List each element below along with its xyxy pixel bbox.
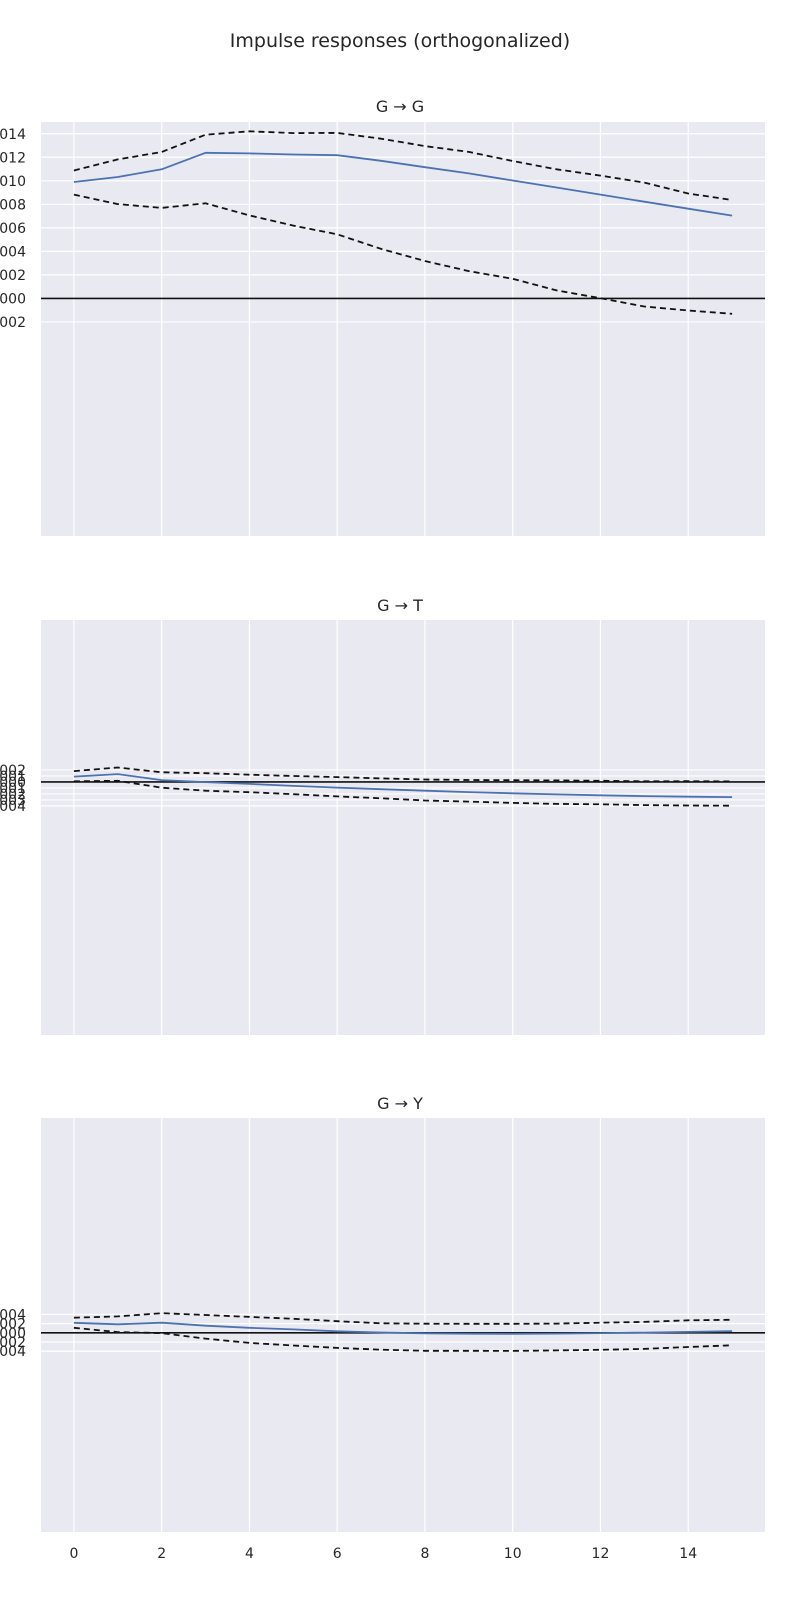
series-line-response (73, 151, 733, 217)
figure-title: Impulse responses (orthogonalized) (230, 30, 570, 52)
x-tick-label: 14 (679, 1546, 697, 1562)
x-tick-label: 10 (504, 1546, 522, 1562)
x-tick-label: 4 (245, 1546, 254, 1562)
series-line-lower-band (73, 1326, 733, 1352)
y-tick-label: .006 (0, 221, 26, 237)
panel-background (41, 1118, 765, 1532)
panel-background (41, 620, 765, 1035)
x-tick-label: 8 (420, 1546, 429, 1562)
y-tick-label: .008 (0, 197, 26, 213)
x-tick-label: 2 (157, 1546, 166, 1562)
y-tick-label: .002 (0, 787, 26, 803)
x-tick-label: 12 (592, 1546, 610, 1562)
y-tick-label: .002 (0, 1335, 26, 1351)
panel-1: .002 .000 .002 .004 .006 .008 .010 .012 .014 G → … (0, 97, 765, 536)
y-tick-label: .002 (0, 268, 26, 284)
y-tick-label: .002 (0, 315, 26, 331)
series-line-response (73, 1321, 733, 1335)
y-tick-label: .000 (0, 1326, 26, 1342)
y-tick-label: .002 (0, 1317, 26, 1333)
series-line-response (73, 773, 733, 798)
x-axis: 0 2 4 6 8 10 12 14 (69, 1546, 697, 1562)
series-line-upper-band (73, 766, 733, 783)
x-tick-label: 0 (69, 1546, 78, 1562)
y-tick-label: .001 (0, 781, 26, 797)
y-tick-label: .012 (0, 150, 26, 166)
y-tick-label: .014 (0, 127, 26, 143)
series-line-lower-band (73, 193, 733, 315)
x-tick-label: 6 (333, 1546, 342, 1562)
y-tick-label: .004 (0, 799, 26, 815)
panel-title: G → G (376, 97, 424, 116)
y-tick-label: .004 (0, 1307, 26, 1323)
y-tick-label: .004 (0, 1344, 26, 1360)
y-tick-label: .004 (0, 244, 26, 260)
series-line-lower-band (73, 779, 733, 807)
y-tick-label: .000 (0, 775, 26, 791)
y-tick-label: .003 (0, 793, 26, 809)
y-tick-label: .000 (0, 291, 26, 307)
panel-title: G → Y (377, 1094, 423, 1113)
y-tick-label: .001 (0, 769, 26, 785)
panel-title: G → T (377, 596, 423, 615)
y-tick-label: .010 (0, 174, 26, 190)
y-tick-label: .002 (0, 763, 26, 779)
series-line-upper-band (73, 130, 733, 201)
panel-background (41, 122, 765, 536)
